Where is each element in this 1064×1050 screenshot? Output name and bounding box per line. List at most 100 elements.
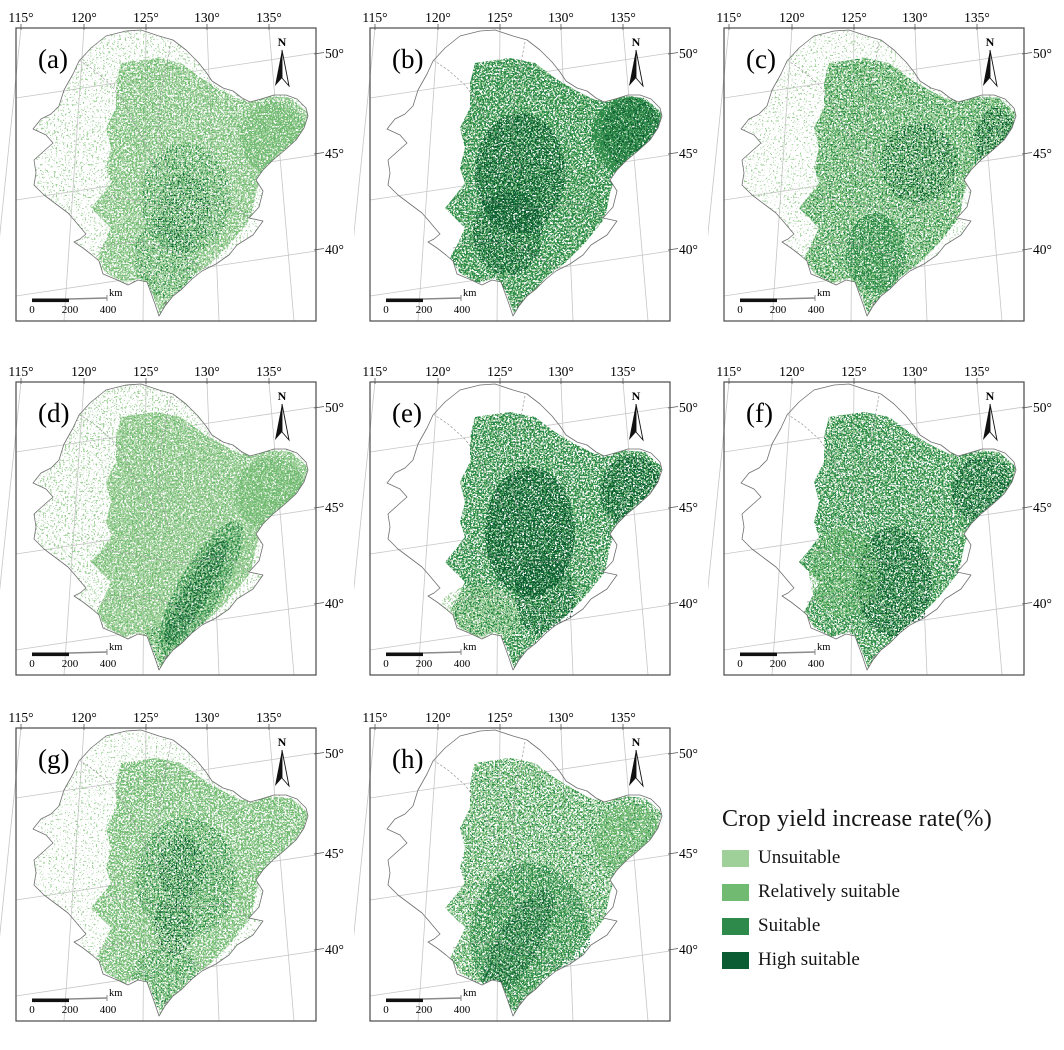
svg-text:400: 400 <box>100 658 117 670</box>
svg-text:0: 0 <box>737 658 743 670</box>
svg-text:400: 400 <box>454 304 471 316</box>
lon-axis-labels: 115° 120° 125° 130° 135° <box>716 364 990 384</box>
lat-label: 50° <box>1033 400 1052 415</box>
panel-label: (c) <box>746 44 776 74</box>
lon-label: 125° <box>487 10 513 25</box>
lon-axis-labels: 115° 120° 125° 130° 135° <box>8 710 282 730</box>
legend-item: High suitable <box>722 949 1056 971</box>
svg-text:200: 200 <box>62 304 79 316</box>
legend-item: Suitable <box>722 915 1056 937</box>
svg-text:200: 200 <box>770 658 787 670</box>
lon-label: 125° <box>133 10 159 25</box>
lon-label: 115° <box>8 10 33 25</box>
legend: Crop yield increase rate(%) Unsuitable R… <box>716 806 1056 983</box>
panel-label: (d) <box>38 398 69 428</box>
lat-label: 40° <box>325 596 344 611</box>
lat-label: 45° <box>325 146 344 161</box>
panel-label: (a) <box>38 44 68 74</box>
lat-label: 45° <box>1033 500 1052 515</box>
lon-label: 135° <box>610 710 636 725</box>
lon-label: 120° <box>425 710 451 725</box>
svg-text:km: km <box>463 642 476 653</box>
map-speckle-layers <box>799 412 1016 670</box>
svg-text:400: 400 <box>454 1004 471 1016</box>
svg-text:N: N <box>986 389 995 403</box>
province-boundaries <box>78 741 250 969</box>
svg-text:0: 0 <box>29 1004 35 1016</box>
map-frame <box>369 727 671 1022</box>
map-panel-g: 115° 120° 125° 130° 135° 50° 45° 40° Nkm 0 200 400 (… <box>0 710 344 1022</box>
legend-item: Unsuitable <box>722 847 1056 869</box>
map-frame <box>723 27 1025 322</box>
legend-swatch-high-suitable <box>722 951 749 969</box>
lon-label: 135° <box>256 710 282 725</box>
region-outline <box>740 383 1017 671</box>
legend-swatch-relatively-suitable <box>722 883 749 901</box>
lon-label: 130° <box>548 10 574 25</box>
lon-label: 135° <box>964 10 990 25</box>
svg-text:200: 200 <box>416 1004 433 1016</box>
map-speckle-layers <box>445 58 662 316</box>
svg-text:N: N <box>278 389 287 403</box>
lon-label: 120° <box>71 710 97 725</box>
lon-label: 130° <box>194 364 220 379</box>
map-frame <box>15 381 317 676</box>
scale-bar: km 0 200 400 <box>737 642 830 670</box>
lat-label: 50° <box>325 746 344 761</box>
lat-label: 45° <box>325 500 344 515</box>
lon-label: 120° <box>425 364 451 379</box>
lon-label: 120° <box>779 10 805 25</box>
lon-label: 120° <box>425 10 451 25</box>
map-speckle-layers <box>33 730 308 1016</box>
svg-text:km: km <box>463 988 476 999</box>
lon-label: 115° <box>8 364 33 379</box>
map-speckle-layers <box>33 384 308 670</box>
scale-bar: km 0 200 400 <box>383 288 476 316</box>
svg-text:km: km <box>109 642 122 653</box>
north-arrow-icon: N <box>629 735 644 788</box>
scale-bar: km 0 200 400 <box>737 288 830 316</box>
svg-text:200: 200 <box>62 1004 79 1016</box>
svg-text:km: km <box>463 288 476 299</box>
north-arrow-icon: N <box>629 389 644 442</box>
map-frame <box>723 381 1025 676</box>
lon-label: 115° <box>362 10 387 25</box>
map-frame <box>15 27 317 322</box>
lon-label: 130° <box>902 364 928 379</box>
north-arrow-icon: N <box>275 389 290 442</box>
lon-label: 125° <box>841 364 867 379</box>
svg-text:200: 200 <box>62 658 79 670</box>
svg-text:200: 200 <box>416 304 433 316</box>
lat-axis-labels: 50° 45° 40° <box>667 746 698 957</box>
map-speckle-layers <box>445 758 662 1016</box>
svg-text:0: 0 <box>383 304 389 316</box>
svg-text:km: km <box>109 288 122 299</box>
lat-label: 40° <box>325 242 344 257</box>
scale-bar: km 0 200 400 <box>29 642 122 670</box>
region-outline <box>32 29 309 317</box>
lon-label: 115° <box>8 710 33 725</box>
lon-label: 120° <box>71 10 97 25</box>
map-frame <box>369 381 671 676</box>
legend-swatch-suitable <box>722 917 749 935</box>
lon-label: 125° <box>487 364 513 379</box>
legend-label: Suitable <box>758 915 821 936</box>
lon-label: 135° <box>964 364 990 379</box>
lat-label: 45° <box>679 500 698 515</box>
lon-label: 125° <box>487 710 513 725</box>
svg-text:N: N <box>278 35 287 49</box>
svg-text:400: 400 <box>100 304 117 316</box>
panel-label: (h) <box>392 744 423 774</box>
lon-label: 130° <box>902 10 928 25</box>
lat-axis-labels: 50° 45° 40° <box>667 46 698 257</box>
north-arrow-icon: N <box>983 389 998 442</box>
svg-text:400: 400 <box>454 658 471 670</box>
lon-label: 125° <box>133 364 159 379</box>
lon-label: 130° <box>548 364 574 379</box>
svg-text:km: km <box>817 642 830 653</box>
legend-label: Unsuitable <box>758 847 841 868</box>
province-boundaries <box>78 395 250 623</box>
panel-label: (e) <box>392 398 422 428</box>
lat-label: 50° <box>679 746 698 761</box>
province-boundaries <box>78 41 250 269</box>
